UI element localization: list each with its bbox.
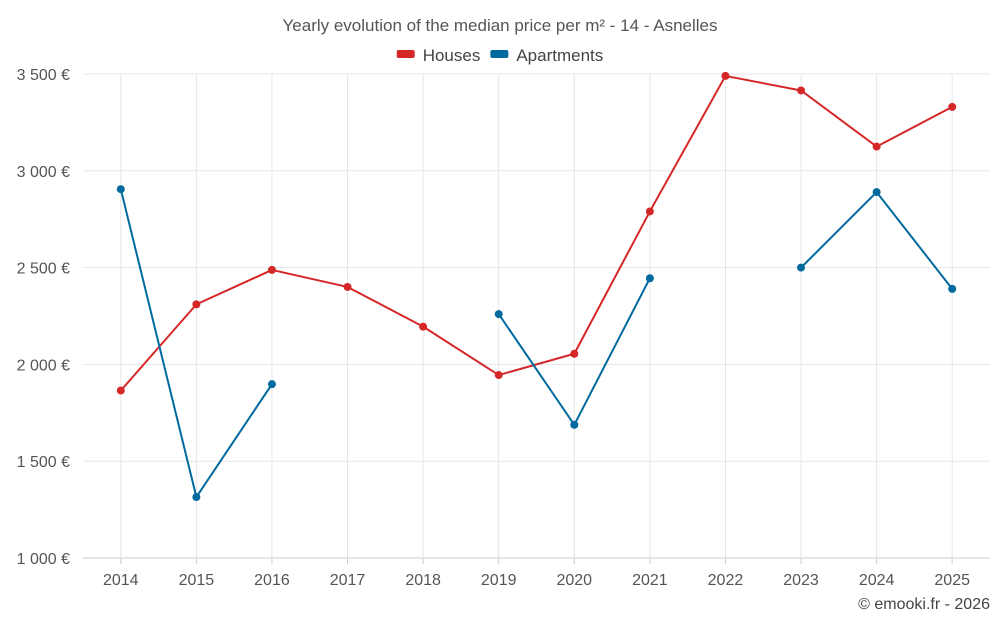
x-tick-label: 2015: [179, 572, 215, 589]
y-tick-label: 1 500 €: [17, 454, 70, 471]
legend-item-houses[interactable]: Houses: [396, 46, 481, 65]
houses-point[interactable]: [872, 142, 881, 151]
x-tick-label: 2017: [330, 572, 366, 589]
houses-point[interactable]: [267, 265, 276, 274]
apartments-point[interactable]: [570, 420, 579, 429]
x-gridlines: [120, 74, 953, 564]
y-tick-label: 1 000 €: [17, 551, 70, 568]
x-tick-label: 2024: [859, 572, 895, 589]
apartments-point[interactable]: [797, 263, 806, 272]
legend-label: Apartments: [516, 46, 603, 65]
x-axis-tick-labels: 2014 2015 2016 2017 2018 2019 2020 2021 2022 2023…: [103, 572, 970, 589]
apartments-point[interactable]: [645, 274, 654, 283]
chart-title: Yearly evolution of the median price per…: [283, 16, 718, 35]
houses-point[interactable]: [570, 349, 579, 358]
x-tick-label: 2018: [405, 572, 441, 589]
apartments-point[interactable]: [494, 310, 503, 319]
legend-item-apartments[interactable]: Apartments: [490, 46, 603, 65]
legend-label: Houses: [423, 46, 481, 65]
y-tick-label: 3 000 €: [17, 164, 70, 181]
x-tick-label: 2025: [934, 572, 970, 589]
apartments-point[interactable]: [116, 185, 125, 194]
apartments-point[interactable]: [948, 284, 957, 293]
houses-point[interactable]: [116, 386, 125, 395]
x-tick-label: 2019: [481, 572, 517, 589]
houses-point[interactable]: [797, 86, 806, 95]
apartments-point[interactable]: [192, 493, 201, 502]
y-gridlines: [83, 73, 990, 559]
houses-point[interactable]: [192, 300, 201, 309]
x-tick-label: 2016: [254, 572, 290, 589]
y-axis-tick-labels: 1 000 € 1 500 € 2 000 € 2 500 € 3 000 € 3 500…: [17, 67, 70, 568]
legend-swatch: [490, 50, 509, 58]
series-apartments: [116, 185, 957, 502]
houses-point[interactable]: [645, 207, 654, 216]
y-tick-label: 2 000 €: [17, 357, 70, 374]
legend[interactable]: Houses Apartments: [396, 46, 604, 65]
x-tick-label: 2022: [708, 572, 744, 589]
x-tick-label: 2023: [783, 572, 819, 589]
series-group: [116, 71, 957, 502]
apartments-point[interactable]: [267, 380, 276, 389]
x-tick-label: 2021: [632, 572, 668, 589]
houses-point[interactable]: [343, 282, 352, 291]
y-tick-label: 2 500 €: [17, 261, 70, 278]
apartments-point[interactable]: [872, 188, 881, 197]
houses-point[interactable]: [721, 71, 730, 80]
houses-point[interactable]: [419, 322, 428, 331]
x-tick-label: 2014: [103, 572, 139, 589]
y-tick-label: 3 500 €: [17, 67, 70, 84]
houses-point[interactable]: [494, 371, 503, 380]
x-tick-label: 2020: [556, 572, 592, 589]
credit-text: © emooki.fr - 2026: [858, 596, 990, 613]
houses-line-segment: [120, 74, 953, 392]
houses-point[interactable]: [948, 102, 957, 111]
legend-swatch: [396, 50, 415, 58]
series-houses: [116, 71, 957, 395]
